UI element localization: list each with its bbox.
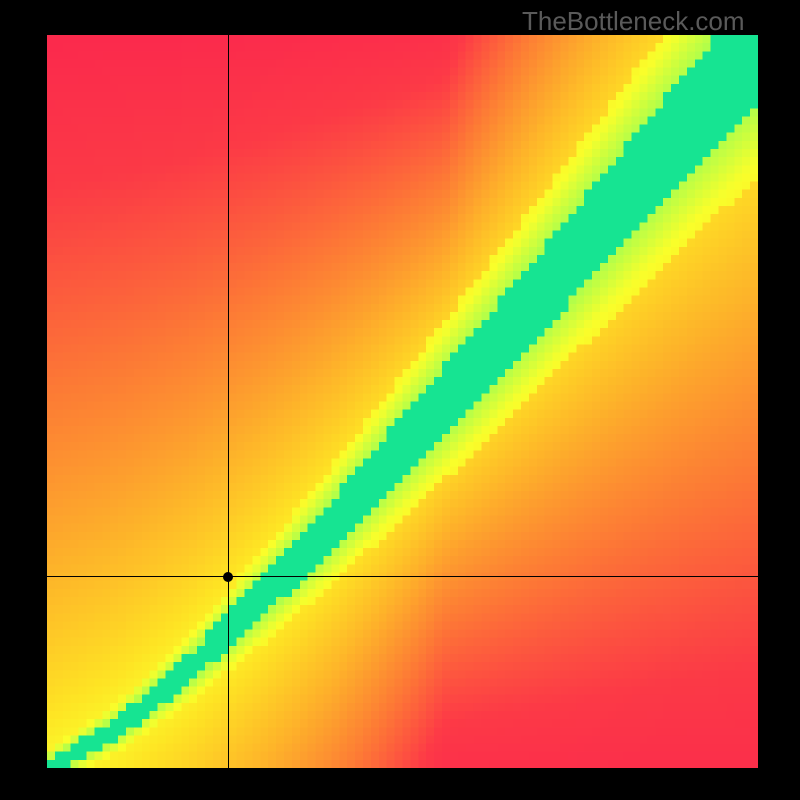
crosshair-vertical bbox=[228, 35, 229, 768]
bottleneck-heatmap bbox=[47, 35, 758, 768]
crosshair-horizontal bbox=[47, 576, 758, 577]
chart-container: { "canvas": { "width_px": 800, "height_p… bbox=[0, 0, 800, 800]
crosshair-marker bbox=[223, 572, 233, 582]
watermark-text: TheBottleneck.com bbox=[522, 6, 745, 37]
